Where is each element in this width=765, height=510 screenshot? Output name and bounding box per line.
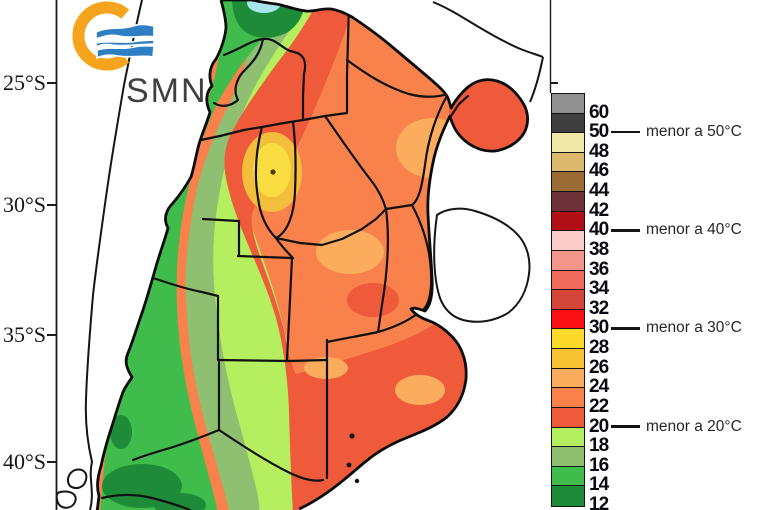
uruguay-outline [433,207,531,323]
coastal-marks [346,433,360,484]
map-frame [47,0,558,510]
chile-coastline [84,0,143,510]
latitude-label: 35°S [2,322,46,347]
neighbor-borders [55,0,544,510]
logo-text: SMN [126,72,208,110]
latitude-label: 30°S [2,192,46,217]
station-marker-dot [270,169,276,175]
logo-ring-icon [72,1,130,71]
province-borders [100,0,470,510]
latitude-label: 25°S [2,70,46,95]
smn-logo: SMN [58,0,206,120]
chilean-island [66,468,88,489]
chilean-island [55,490,77,509]
argentina-outline [95,0,530,510]
latitude-label: 40°S [2,449,46,474]
paraguay-brazil-border [432,1,544,103]
logo-flag-icon [95,23,155,60]
